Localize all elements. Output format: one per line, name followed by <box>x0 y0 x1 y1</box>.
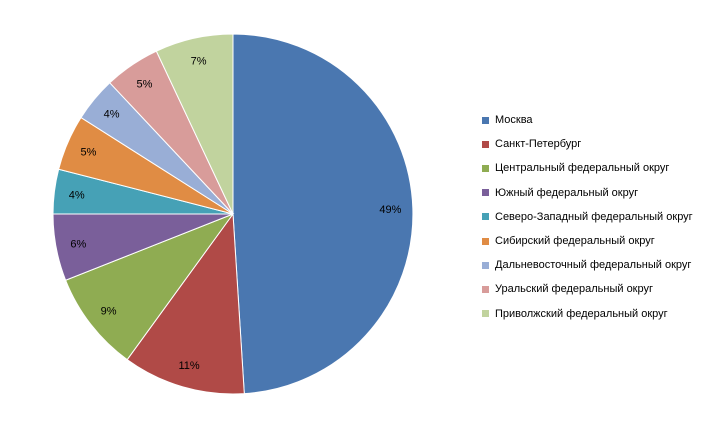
slice-data-label: 9% <box>101 306 117 318</box>
pie-slice <box>155 33 234 215</box>
legend-item: Москва <box>482 108 693 132</box>
legend-item: Сибирский федеральный округ <box>482 229 693 253</box>
legend-swatch <box>482 164 489 172</box>
pie-slice <box>232 33 414 395</box>
legend-label: Москва <box>495 114 533 127</box>
legend-swatch <box>482 140 489 148</box>
legend-item: Уральский федеральный округ <box>482 277 693 301</box>
legend-item: Санкт-Петербург <box>482 132 693 156</box>
slice-data-label: 49% <box>379 204 401 216</box>
slice-data-label: 4% <box>104 109 120 121</box>
legend-label: Уральский федеральный округ <box>495 283 654 296</box>
slice-data-label: 6% <box>70 239 86 251</box>
slice-data-label: 5% <box>81 146 97 158</box>
legend: Москва Санкт-Петербург Центральный федерал… <box>482 108 693 326</box>
pie-slice <box>126 212 245 395</box>
legend-swatch <box>482 116 489 124</box>
legend-label: Дальневосточный федеральный округ <box>495 259 692 272</box>
legend-label: Центральный федеральный округ <box>495 162 670 175</box>
legend-swatch <box>482 213 489 221</box>
legend-item: Южный федеральный округ <box>482 181 693 205</box>
legend-item: Дальневосточный федеральный округ <box>482 253 693 277</box>
legend-swatch <box>482 285 489 293</box>
legend-swatch <box>482 310 489 318</box>
legend-swatch <box>482 237 489 245</box>
legend-item: Приволжский федеральный округ <box>482 302 693 326</box>
legend-label: Северо-Западный федеральный округ <box>495 210 693 223</box>
legend-item: Центральный федеральный округ <box>482 156 693 180</box>
slice-data-label: 4% <box>69 189 85 201</box>
slice-data-label: 5% <box>137 79 153 91</box>
legend-swatch <box>482 189 489 197</box>
legend-item: Северо-Западный федеральный округ <box>482 205 693 229</box>
legend-label: Южный федеральный округ <box>495 186 639 199</box>
slice-data-label: 11% <box>178 360 199 372</box>
slice-data-label: 7% <box>191 55 207 67</box>
legend-label: Санкт-Петербург <box>495 138 582 151</box>
legend-label: Приволжский федеральный округ <box>495 307 668 320</box>
legend-label: Сибирский федеральный округ <box>495 235 655 248</box>
pie-slice <box>64 212 235 361</box>
legend-swatch <box>482 261 489 269</box>
